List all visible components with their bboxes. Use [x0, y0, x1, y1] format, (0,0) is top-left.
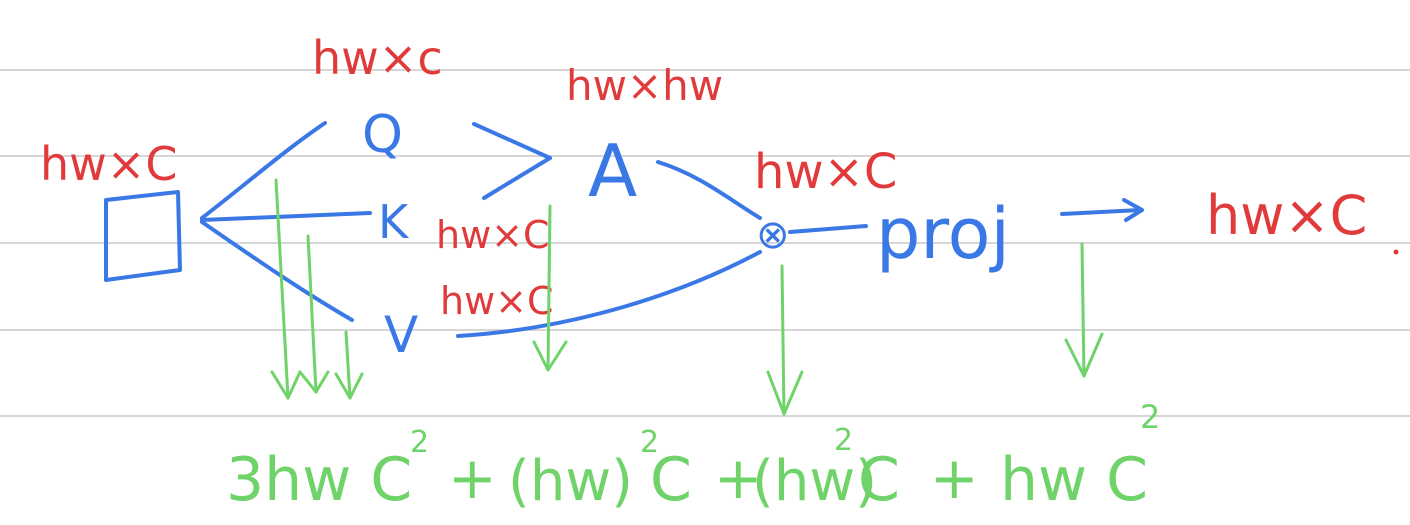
- input-box-shape: [104, 190, 182, 282]
- flow-arrows: [104, 121, 1144, 338]
- cost-arrow-input: [270, 178, 364, 400]
- formula-term-3b: C: [858, 445, 900, 515]
- node-a: A: [588, 129, 637, 213]
- formula-term-2b: C: [650, 445, 692, 515]
- formula-term-3a: (hw): [752, 449, 877, 514]
- edge-matmul-to-proj: [788, 224, 868, 234]
- node-v: V: [384, 306, 418, 364]
- label-q-dim: hw×c: [312, 31, 443, 85]
- formula-term-3-exp: 2: [834, 423, 853, 458]
- node-q: Q: [362, 105, 403, 165]
- formula-term-2-exp: 2: [640, 425, 659, 460]
- cost-arrow-attention: [532, 204, 568, 372]
- edge-q-to-a: [472, 122, 552, 160]
- edge-input-to-k: [200, 211, 372, 222]
- cost-arrows: [270, 178, 1104, 416]
- stray-dot: [1393, 249, 1399, 255]
- label-input-dim: hw×C: [40, 137, 177, 191]
- edge-input-to-v: [200, 220, 354, 322]
- formula-term-2a: (hw): [508, 449, 633, 514]
- cost-arrow-proj: [1064, 242, 1104, 378]
- label-k-dim: hw×C: [436, 213, 550, 257]
- formula-term-4-exp: 2: [1140, 398, 1160, 436]
- label-v-dim: hw×C: [440, 279, 554, 323]
- cost-formula: 3hw C 2 + (hw) 2 C + (hw) 2 C + hw C 2: [226, 398, 1160, 515]
- label-matmul-dim: hw×C: [754, 144, 897, 200]
- formula-plus-1: +: [448, 444, 497, 512]
- formula-term-1: 3hw C: [226, 445, 412, 515]
- formula-plus-2: +: [714, 444, 763, 512]
- formula-term-4: hw C: [1000, 445, 1148, 515]
- node-matmul: ⊗: [756, 212, 790, 258]
- edge-v-to-matmul: [456, 250, 762, 338]
- edge-k-to-a: [482, 156, 552, 200]
- formula-plus-3: +: [930, 444, 979, 512]
- notebook-lines: [0, 69, 1410, 417]
- cost-arrow-matmul: [766, 264, 804, 416]
- formula-term-1-exp: 2: [410, 425, 429, 460]
- node-k: K: [378, 195, 410, 249]
- label-output-dim: hw×C: [1206, 184, 1367, 247]
- edge-a-to-matmul: [656, 160, 762, 220]
- node-proj: proj: [876, 193, 1010, 275]
- arrowhead-output: [1122, 198, 1144, 222]
- edge-input-to-q: [200, 121, 327, 220]
- label-a-dim: hw×hw: [566, 61, 723, 110]
- edge-proj-to-output: [1060, 208, 1142, 216]
